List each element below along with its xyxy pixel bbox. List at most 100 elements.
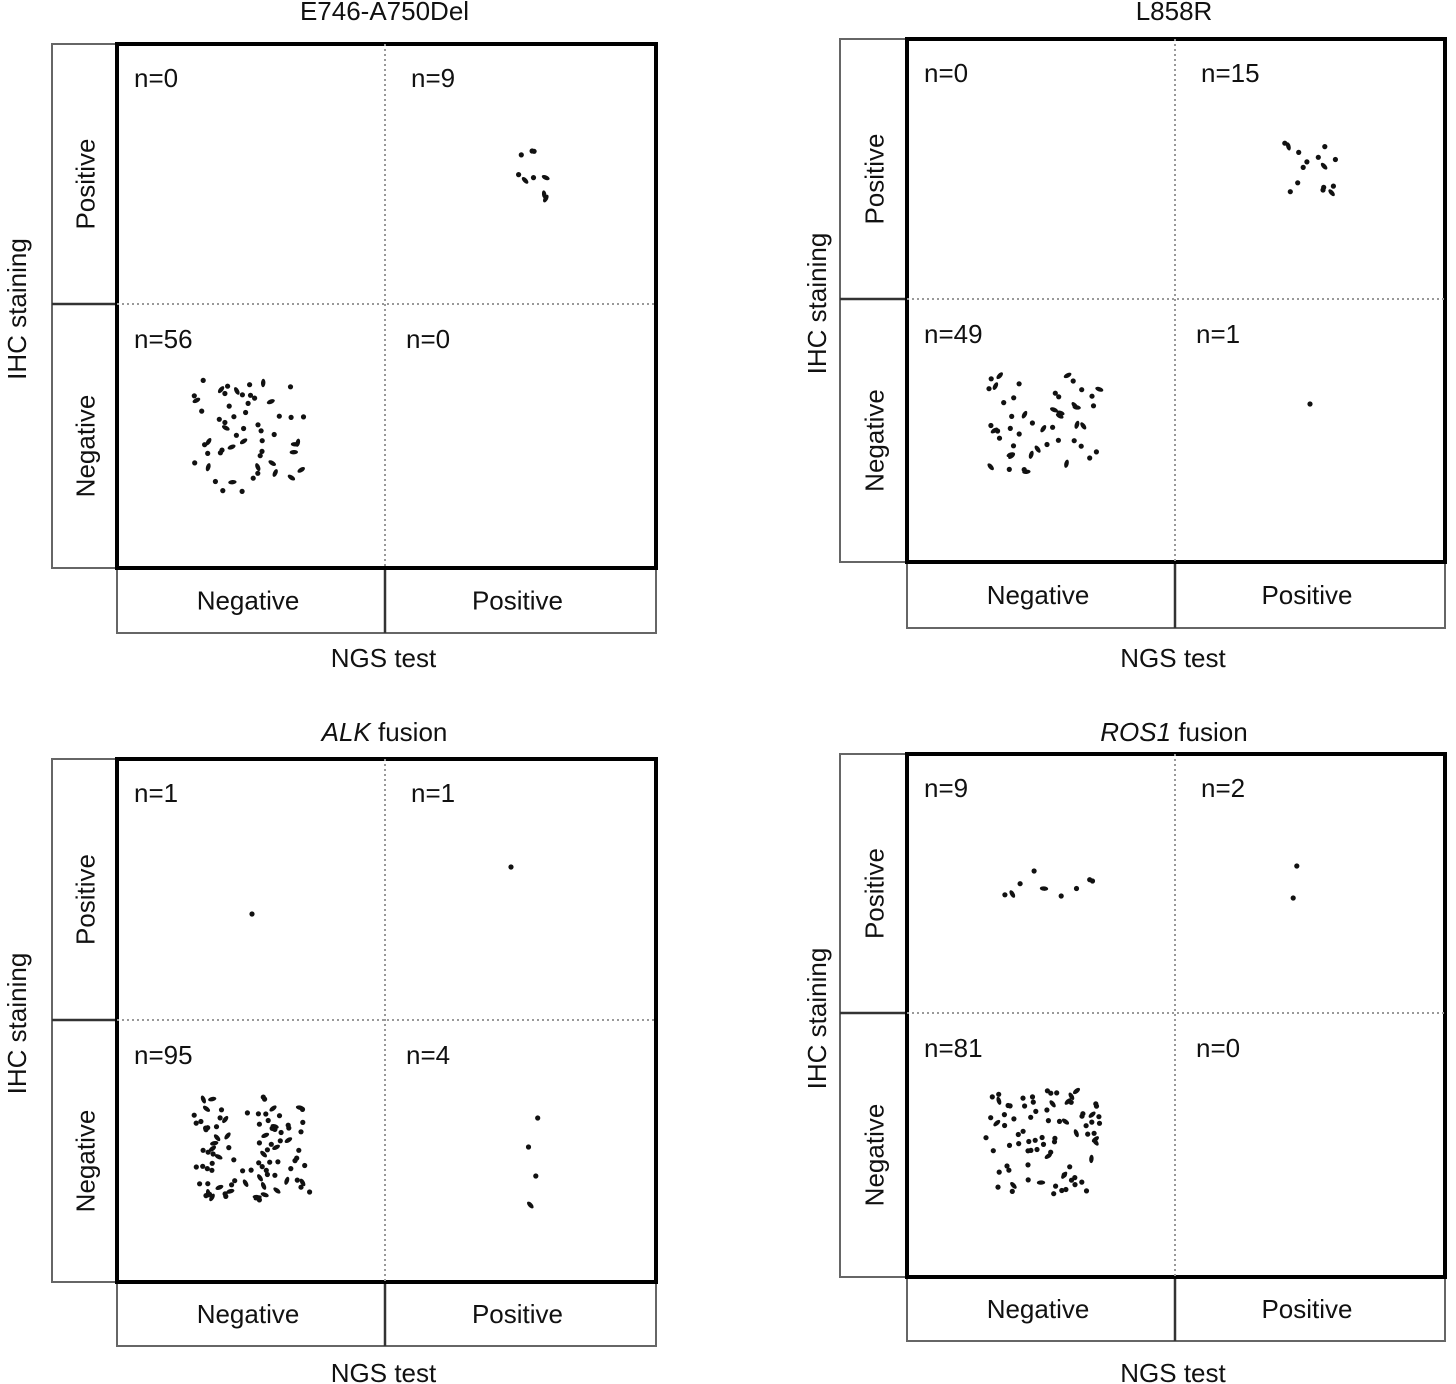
data-point: [1067, 1164, 1073, 1170]
data-point: [1070, 378, 1076, 384]
data-point: [996, 1091, 1002, 1097]
data-point: [1017, 881, 1023, 887]
data-point: [232, 1178, 238, 1184]
data-point: [264, 1147, 270, 1153]
x-category-label-negative: Negative: [987, 1294, 1090, 1324]
data-point: [986, 386, 992, 392]
cell-count-pos-pos: n=15: [1201, 58, 1260, 88]
data-point: [1034, 1146, 1040, 1153]
data-point: [1089, 1119, 1095, 1125]
data-point: [262, 1096, 268, 1102]
data-point: [205, 1181, 211, 1187]
data-point: [1011, 395, 1017, 401]
x-category-label-positive: Positive: [472, 1299, 563, 1329]
data-point: [226, 1145, 232, 1151]
data-point: [257, 453, 263, 459]
data-point: [1320, 162, 1328, 170]
data-point: [988, 1115, 994, 1121]
data-point: [285, 1122, 291, 1128]
data-point: [294, 1155, 300, 1161]
data-point: [1050, 407, 1058, 413]
data-point: [1036, 1180, 1046, 1185]
data-point: [288, 414, 294, 420]
chart-title: ROS1 fusion: [1100, 717, 1247, 747]
data-point: [214, 1154, 223, 1160]
cell-count-pos-pos: n=2: [1201, 773, 1245, 803]
data-point: [1095, 386, 1104, 392]
data-point: [1011, 1116, 1017, 1122]
data-point: [1028, 450, 1034, 459]
data-point: [233, 432, 239, 438]
data-point: [250, 475, 256, 481]
x-category-label-negative: Negative: [987, 580, 1090, 610]
x-category-label-negative: Negative: [197, 1299, 300, 1329]
data-point: [988, 422, 994, 429]
data-point: [198, 1118, 204, 1125]
data-point: [300, 1119, 306, 1125]
data-point: [302, 1162, 308, 1169]
data-point: [203, 1125, 209, 1131]
data-point: [191, 1112, 197, 1118]
data-point: [209, 1167, 215, 1173]
data-point: [263, 1167, 269, 1173]
data-point: [1007, 1103, 1013, 1109]
data-point: [1016, 381, 1022, 387]
data-point: [276, 1113, 283, 1119]
data-point: [535, 1115, 541, 1121]
data-point: [272, 1172, 278, 1178]
data-point: [1031, 868, 1037, 874]
data-point: [217, 450, 223, 456]
data-point: [525, 1144, 532, 1150]
chart-title-text: fusion: [1171, 717, 1248, 747]
data-point: [202, 1105, 211, 1112]
data-point: [200, 1147, 206, 1153]
data-point: [1020, 1095, 1026, 1101]
data-point: [209, 1160, 215, 1166]
data-point: [1030, 1099, 1036, 1105]
data-point: [205, 463, 211, 472]
data-point: [990, 1148, 996, 1154]
data-point: [1032, 1137, 1038, 1143]
data-point: [202, 442, 208, 448]
data-point: [273, 1187, 281, 1194]
y-category-label-negative: Negative: [71, 395, 101, 498]
data-point: [1051, 1139, 1058, 1145]
data-point: [307, 1189, 313, 1195]
data-point: [217, 1115, 223, 1121]
data-point: [255, 470, 261, 476]
data-point: [226, 1188, 235, 1194]
data-point: [1061, 1118, 1070, 1125]
chart-title-text: fusion: [371, 717, 448, 747]
data-point: [1087, 455, 1093, 461]
data-point: [1050, 424, 1056, 430]
data-point: [1055, 413, 1064, 419]
data-point: [1055, 437, 1061, 443]
data-point: [1040, 425, 1047, 433]
data-point: [1093, 1103, 1100, 1109]
data-point: [1088, 1111, 1096, 1118]
data-point: [263, 1111, 269, 1117]
data-point: [1044, 1107, 1050, 1113]
data-point: [1071, 438, 1077, 444]
data-point: [287, 384, 294, 390]
data-point: [296, 1147, 302, 1153]
x-axis-title: NGS test: [1120, 1358, 1226, 1384]
data-point: [252, 395, 258, 401]
data-point: [210, 1140, 219, 1146]
data-point: [298, 1184, 304, 1190]
data-point: [297, 467, 305, 473]
cell-count-pos-neg: n=1: [1196, 319, 1240, 349]
data-point: [1330, 183, 1336, 189]
data-point: [298, 1129, 304, 1135]
data-point: [272, 469, 278, 477]
data-point: [193, 1120, 199, 1126]
data-point: [1010, 443, 1017, 449]
data-point: [258, 428, 264, 434]
chart-title-italic: ALK: [320, 717, 373, 747]
cell-count-pos-neg: n=0: [1196, 1033, 1240, 1063]
data-point: [226, 403, 232, 409]
data-point: [1016, 431, 1022, 437]
data-point: [1083, 1123, 1089, 1129]
data-point: [1093, 449, 1099, 455]
chart-panel-2: L858R Positive Negative Negative Positive NGS…: [802, 0, 1447, 673]
